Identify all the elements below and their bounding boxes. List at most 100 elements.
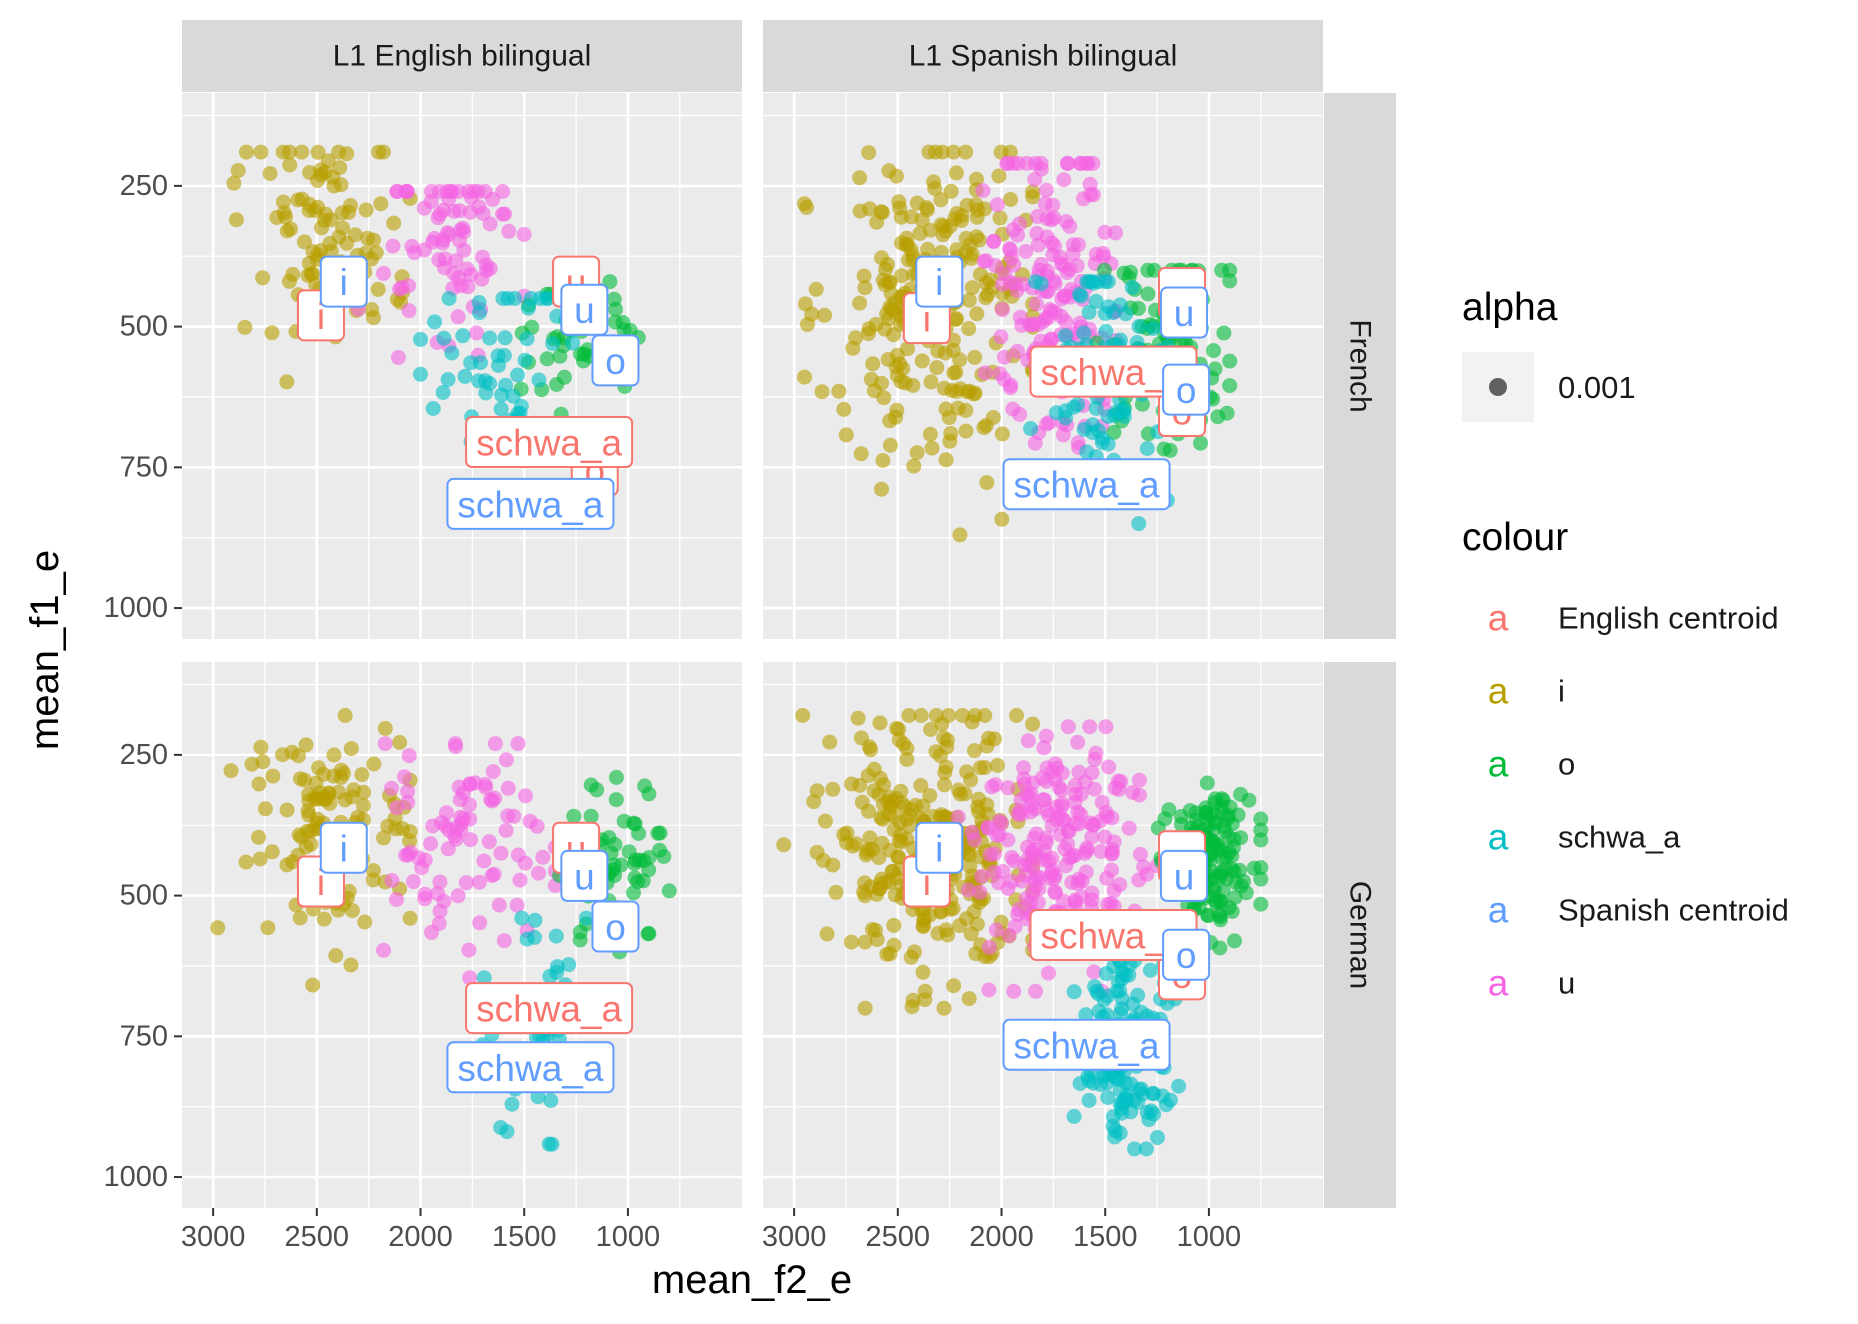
centroid-label-box — [560, 283, 609, 336]
point-u — [1000, 155, 1015, 171]
point-i — [961, 292, 977, 308]
point-i — [913, 778, 929, 793]
point-u — [453, 809, 469, 825]
point-u — [1059, 155, 1075, 171]
point-u — [1104, 810, 1120, 826]
centroid-label-text: u — [574, 290, 595, 331]
point-schwa_a — [435, 385, 451, 400]
point-u — [986, 234, 1002, 249]
point-u — [1055, 812, 1071, 828]
point-i — [366, 756, 382, 772]
point-schwa_a — [1072, 1076, 1088, 1091]
point-u — [1131, 772, 1147, 788]
point-o — [1216, 325, 1232, 341]
point-u — [432, 903, 448, 919]
point-u — [401, 748, 417, 764]
point-schwa_a — [472, 305, 487, 321]
point-schwa_a — [1138, 1141, 1154, 1157]
point-o — [1212, 868, 1228, 884]
point-o — [1227, 933, 1242, 949]
point-u — [458, 875, 474, 891]
centroid-label-spanish-o: o — [1162, 363, 1211, 416]
point-i — [946, 365, 962, 381]
point-u — [398, 184, 414, 199]
point-i — [994, 426, 1010, 442]
point-i — [888, 359, 904, 375]
point-schwa_a — [1127, 1141, 1142, 1157]
point-i — [311, 760, 327, 776]
point-i — [230, 163, 246, 178]
point-i — [857, 934, 873, 950]
point-i — [852, 170, 868, 186]
point-u — [439, 805, 454, 821]
x-axis-title: mean_f2_e — [652, 1258, 852, 1302]
point-u — [446, 265, 462, 281]
point-schwa_a — [1079, 274, 1095, 290]
point-u — [1108, 225, 1123, 241]
point-o — [616, 322, 632, 338]
point-i — [971, 791, 987, 807]
facet-strip-top-right — [763, 20, 1323, 92]
point-i — [886, 917, 902, 933]
point-u — [1004, 874, 1020, 889]
point-u — [401, 278, 417, 294]
point-u — [1079, 843, 1095, 859]
point-i — [954, 213, 970, 228]
point-i — [822, 734, 838, 750]
point-o — [641, 786, 657, 802]
point-u — [1055, 427, 1071, 443]
point-schwa_a — [413, 366, 428, 382]
point-u — [1003, 250, 1019, 266]
point-i — [969, 306, 985, 322]
point-schwa_a — [1105, 1109, 1121, 1125]
point-schwa_a — [527, 912, 543, 928]
point-u — [1082, 719, 1098, 735]
point-schwa_a — [1081, 1092, 1097, 1108]
point-i — [337, 708, 353, 723]
point-u — [1000, 832, 1016, 848]
point-u — [1046, 870, 1062, 886]
point-i — [945, 144, 961, 160]
point-i — [1003, 192, 1019, 207]
point-i — [375, 144, 391, 160]
point-u — [427, 230, 443, 246]
point-i — [874, 481, 889, 497]
centroid-label-spanish-u: u — [560, 283, 609, 336]
point-u — [1071, 816, 1087, 832]
point-u — [1029, 296, 1045, 312]
point-i — [828, 884, 844, 900]
point-i — [856, 268, 872, 284]
point-i — [853, 730, 869, 746]
legend-colour-key: a — [1488, 817, 1509, 858]
point-i — [814, 384, 830, 400]
point-schwa_a — [1139, 441, 1155, 456]
point-schwa_a — [510, 367, 526, 383]
point-o — [572, 924, 588, 940]
point-u — [478, 257, 494, 273]
point-schwa_a — [578, 910, 594, 926]
point-i — [328, 948, 344, 964]
point-schwa_a — [504, 1096, 520, 1112]
point-schwa_a — [444, 345, 460, 361]
point-i — [262, 166, 278, 181]
point-i — [901, 252, 916, 268]
point-u — [470, 184, 486, 199]
point-u — [1059, 265, 1075, 281]
point-i — [264, 325, 280, 341]
legend-colour-label: o — [1558, 747, 1575, 782]
point-o — [1222, 353, 1238, 369]
point-i — [889, 402, 905, 418]
point-o — [1211, 842, 1227, 858]
point-o — [1123, 264, 1138, 280]
point-u — [486, 866, 502, 882]
point-i — [966, 904, 982, 920]
point-u — [376, 942, 391, 958]
centroid-label-english-schwa_a: schwa_a — [465, 982, 634, 1035]
legend-colour-title: colour — [1462, 516, 1568, 559]
point-u — [972, 884, 988, 900]
point-u — [402, 844, 418, 860]
point-schwa_a — [478, 385, 494, 401]
centroid-label-english-schwa_a: schwa_a — [465, 415, 634, 468]
point-i — [992, 210, 1008, 226]
centroid-label-box — [1160, 849, 1209, 902]
